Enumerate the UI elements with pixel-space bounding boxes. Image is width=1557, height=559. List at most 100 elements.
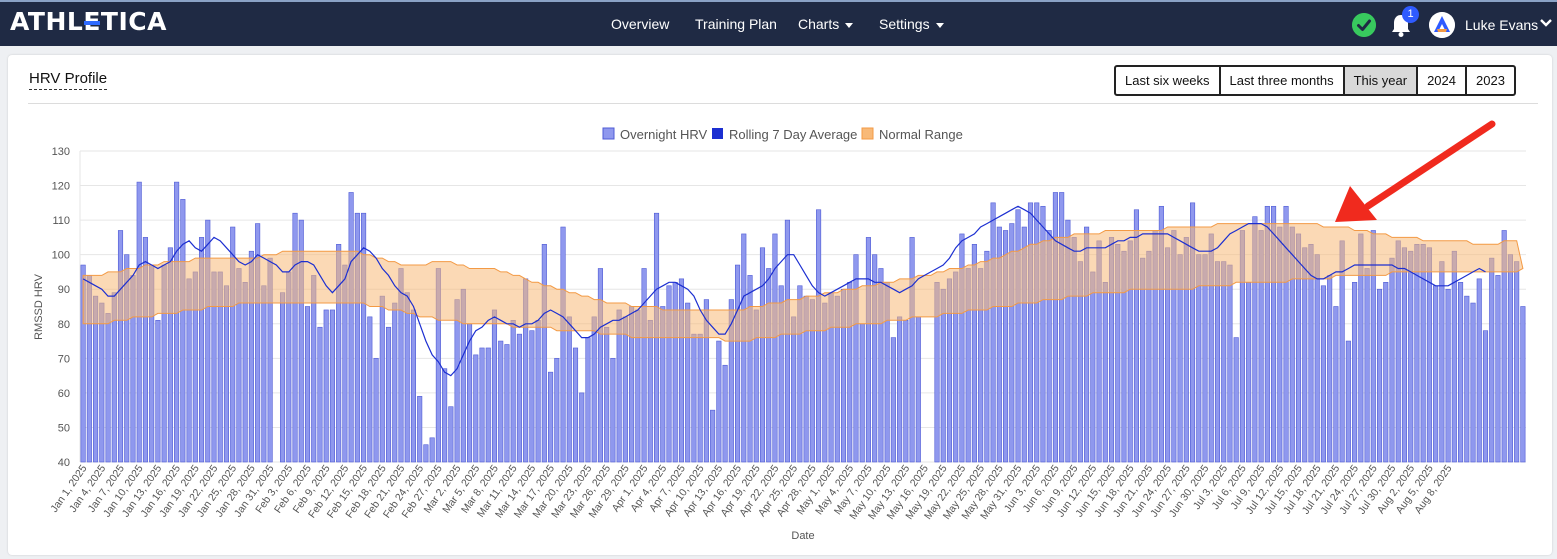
hrv-bar	[592, 317, 596, 462]
hrv-bar	[293, 213, 297, 462]
hrv-bar	[1483, 331, 1487, 462]
hrv-bar	[1433, 286, 1437, 462]
hrv-bar	[455, 300, 459, 462]
hrv-bar	[561, 227, 565, 462]
hrv-bar	[742, 234, 746, 462]
hrv-bar	[717, 341, 721, 462]
hrv-bar	[206, 220, 210, 462]
hrv-bar	[1327, 275, 1331, 462]
hrv-bar	[380, 296, 384, 462]
hrv-bar	[1408, 251, 1412, 462]
hrv-bar	[118, 230, 122, 462]
hrv-bar	[330, 310, 334, 462]
hrv-bar	[648, 320, 652, 462]
hrv-bar	[1402, 248, 1406, 462]
hrv-bar	[548, 372, 552, 462]
hrv-bar	[748, 275, 752, 462]
hrv-bar	[679, 279, 683, 462]
hrv-bar	[611, 358, 615, 462]
hrv-bar	[262, 286, 266, 462]
hrv-bar	[1465, 296, 1469, 462]
hrv-bar	[318, 327, 322, 462]
hrv-bar	[511, 320, 515, 462]
y-axis-title: RMSSD HRV	[33, 273, 45, 339]
y-tick-label: 110	[52, 215, 70, 227]
legend-swatch-normal-range[interactable]	[862, 128, 873, 139]
hrv-bar	[442, 369, 446, 462]
hrv-bar	[598, 268, 602, 462]
chart-legend: Overnight HRV Rolling 7 Day Average Norm…	[603, 127, 963, 142]
hrv-bar	[1427, 248, 1431, 462]
hrv-bar	[100, 303, 104, 462]
hrv-bar	[1440, 262, 1444, 462]
y-tick-label: 50	[58, 422, 70, 434]
legend-label-overnight-hrv[interactable]: Overnight HRV	[620, 127, 708, 142]
hrv-bar	[361, 213, 365, 462]
hrv-bar	[866, 237, 870, 462]
hrv-bar	[567, 317, 571, 462]
hrv-bar	[498, 341, 502, 462]
hrv-bar	[137, 182, 141, 462]
hrv-bar	[1091, 272, 1095, 462]
hrv-bar	[991, 203, 995, 462]
hrv-bar	[1246, 282, 1250, 462]
hrv-bar	[1365, 268, 1369, 462]
hrv-bar	[1489, 258, 1493, 462]
hrv-bar	[1477, 279, 1481, 462]
hrv-bar	[860, 324, 864, 462]
hrv-bar	[243, 282, 247, 462]
hrv-bar	[1334, 307, 1338, 463]
hrv-bar	[1346, 341, 1350, 462]
hrv-bar	[673, 282, 677, 462]
hrv-bar	[430, 438, 434, 462]
hrv-bar	[1059, 192, 1063, 462]
hrv-bar	[766, 268, 770, 462]
hrv-chart: 405060708090100110120130 Jan 1, 2025Jan …	[0, 0, 1557, 559]
hrv-bar	[698, 334, 702, 462]
hrv-bar	[910, 237, 914, 462]
hrv-bar	[530, 331, 534, 462]
hrv-bar	[897, 317, 901, 462]
hrv-bar	[542, 244, 546, 462]
y-tick-label: 120	[52, 181, 70, 193]
hrv-bar	[486, 348, 490, 462]
hrv-bar	[386, 327, 390, 462]
hrv-bar	[405, 293, 409, 462]
hrv-bar	[1496, 275, 1500, 462]
hrv-bar	[579, 393, 583, 462]
legend-label-rolling-average[interactable]: Rolling 7 Day Average	[729, 127, 857, 142]
hrv-bar	[1221, 262, 1225, 462]
hrv-bar	[791, 317, 795, 462]
hrv-bar	[1421, 244, 1425, 462]
hrv-bar	[1234, 338, 1238, 462]
hrv-bar	[692, 334, 696, 462]
hrv-bar	[1377, 289, 1381, 462]
hrv-bar	[1321, 286, 1325, 462]
hrv-bar	[816, 210, 820, 462]
hrv-bar	[280, 293, 284, 462]
hrv-bar	[1034, 203, 1038, 462]
legend-swatch-overnight-hrv[interactable]	[603, 128, 614, 139]
hrv-bar	[1396, 241, 1400, 462]
annotation-arrow	[1335, 124, 1492, 222]
hrv-bar	[1521, 307, 1525, 463]
legend-swatch-rolling-average[interactable]	[712, 128, 723, 139]
hrv-bar	[1390, 258, 1394, 462]
hrv-bar	[735, 265, 739, 462]
y-tick-label: 130	[52, 146, 70, 158]
hrv-bar	[324, 310, 328, 462]
hrv-bar	[723, 365, 727, 462]
legend-label-normal-range[interactable]: Normal Range	[879, 127, 963, 142]
hrv-bar	[1508, 255, 1512, 462]
hrv-bar	[305, 307, 309, 463]
y-tick-label: 90	[58, 284, 70, 296]
hrv-bar	[555, 358, 559, 462]
hrv-bar	[573, 348, 577, 462]
hrv-bar	[1352, 282, 1356, 462]
hrv-bar	[411, 310, 415, 462]
hrv-bar	[181, 199, 185, 462]
hrv-bar	[1103, 282, 1107, 462]
y-tick-label: 60	[58, 388, 70, 400]
hrv-bar	[536, 320, 540, 462]
y-tick-label: 100	[52, 250, 70, 262]
